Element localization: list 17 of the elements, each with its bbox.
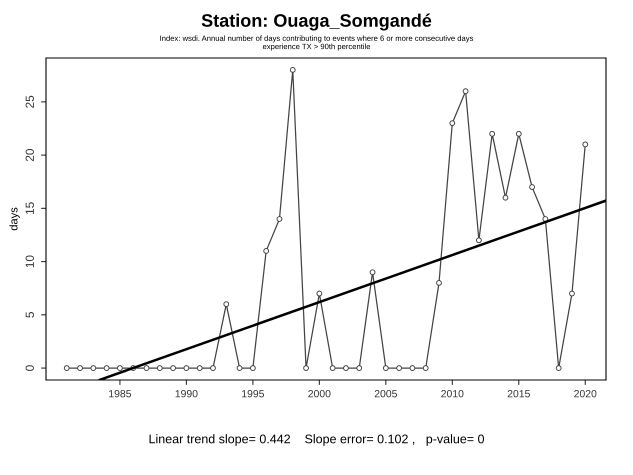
text: Linear trend slope= 0.442 Slope error= 0.102 , p-value= 0 bbox=[150, 434, 484, 446]
y-tick-label: 5 bbox=[26, 312, 34, 318]
x-tick-label: 2020 bbox=[574, 390, 596, 398]
x-tick-label: 1995 bbox=[242, 390, 264, 398]
y-tick-label: 10 bbox=[26, 255, 34, 268]
y-tick-label: 25 bbox=[26, 96, 34, 108]
y-axis-title: days bbox=[9, 208, 20, 230]
x-tick-label: 2010 bbox=[441, 390, 464, 398]
x-tick-label: 1985 bbox=[109, 390, 132, 398]
y-tick-label: 15 bbox=[26, 202, 34, 214]
x-tick-label: 1990 bbox=[176, 390, 198, 398]
x-tick-label: 2005 bbox=[374, 390, 397, 398]
x-tick-label: 2000 bbox=[308, 390, 331, 398]
x-tick-label: 2015 bbox=[508, 390, 530, 398]
chart-title: Station: Ouaga_Somgandé bbox=[202, 13, 432, 31]
y-tick-label: 0 bbox=[26, 365, 34, 371]
y-tick-label: 20 bbox=[26, 149, 34, 162]
